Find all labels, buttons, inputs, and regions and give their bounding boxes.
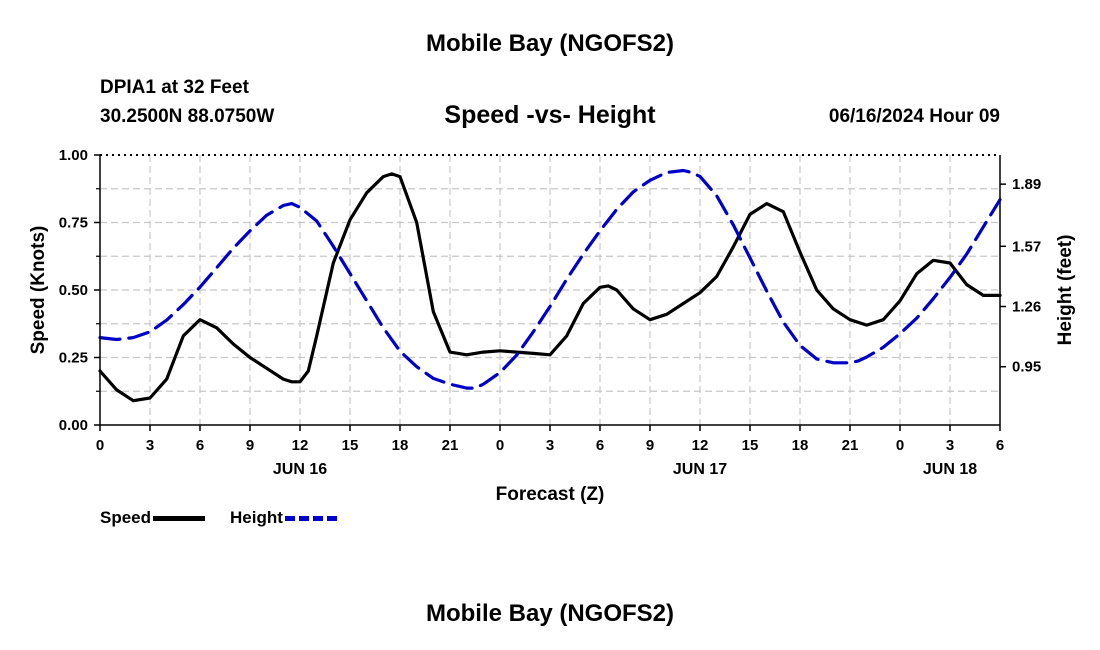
y-left-tick-label: 1.00 <box>59 147 88 164</box>
legend-height-label: Height <box>230 508 283 527</box>
x-tick-label: 12 <box>692 437 709 454</box>
x-tick-label: 6 <box>196 437 204 454</box>
legend-speed: Speed <box>100 508 206 528</box>
x-tick-label: 15 <box>342 437 359 454</box>
y-left-axis-title: Speed (Knots) <box>28 226 49 355</box>
legend-height-swatch <box>284 515 337 521</box>
forecast-datetime: 06/16/2024 Hour 09 <box>828 106 1000 127</box>
coordinates-label: 30.2500N 88.0750W <box>100 106 275 127</box>
x-tick-label: 9 <box>646 437 654 454</box>
x-tick-label: 0 <box>896 437 904 454</box>
x-tick-label: 0 <box>496 437 504 454</box>
series-line-speed <box>98 172 1002 403</box>
x-tick-label: 6 <box>596 437 604 454</box>
x-axis-title: Forecast (Z) <box>496 484 605 505</box>
date-label: JUN 17 <box>673 461 727 478</box>
series-line-height <box>98 168 1002 390</box>
x-tick-label: 18 <box>392 437 409 454</box>
y-right-tick-label: 0.95 <box>1012 359 1041 376</box>
x-tick-label: 21 <box>842 437 859 454</box>
y-left-tick-label: 0.50 <box>59 282 88 299</box>
chart-main-title: Mobile Bay (NGOFS2) <box>425 30 675 57</box>
chart-footer-title: Mobile Bay (NGOFS2) <box>425 600 675 627</box>
x-tick-label: 6 <box>996 437 1004 454</box>
x-tick-label: 18 <box>792 437 809 454</box>
legend-height: Height <box>230 508 337 528</box>
x-tick-label: 21 <box>442 437 459 454</box>
y-left-tick-label: 0.00 <box>59 417 88 434</box>
y-left-tick-label: 0.25 <box>59 350 88 367</box>
station-label: DPIA1 at 32 Feet <box>100 77 249 98</box>
x-tick-label: 9 <box>246 437 254 454</box>
y-left-tick-label: 0.75 <box>59 215 88 232</box>
date-label: JUN 18 <box>923 461 977 478</box>
y-right-tick-label: 1.26 <box>1012 299 1041 316</box>
date-label: JUN 16 <box>273 461 327 478</box>
y-right-tick-label: 1.57 <box>1012 238 1041 255</box>
x-tick-label: 3 <box>146 437 154 454</box>
chart-subtitle: Speed -vs- Height <box>444 101 656 129</box>
legend-speed-label: Speed <box>100 508 152 527</box>
legend-speed-swatch <box>153 515 206 521</box>
x-tick-label: 3 <box>946 437 954 454</box>
y-right-tick-label: 1.89 <box>1012 176 1041 193</box>
x-tick-label: 0 <box>96 437 104 454</box>
x-tick-label: 3 <box>546 437 554 454</box>
x-tick-label: 12 <box>292 437 309 454</box>
x-tick-label: 15 <box>742 437 759 454</box>
y-right-axis-title: Height (feet) <box>1055 235 1076 346</box>
